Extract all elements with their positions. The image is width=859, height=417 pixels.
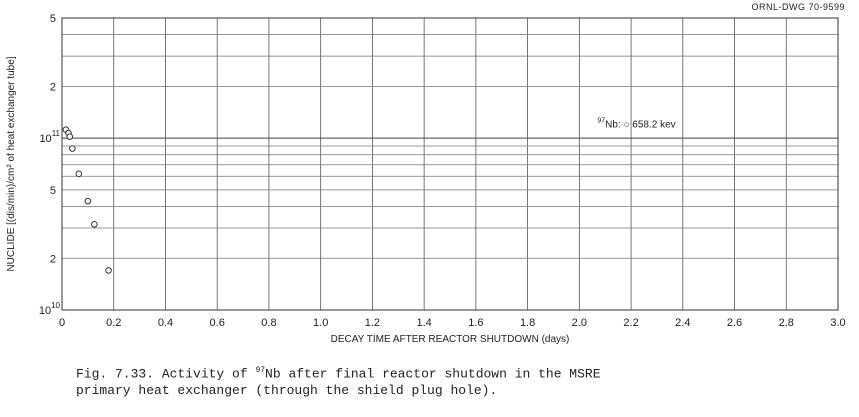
x-tick-label: 2.0 (572, 317, 587, 329)
x-axis-label: DECAY TIME AFTER REACTOR SHUTDOWN (days) (331, 334, 570, 345)
x-tick-label: 0 (59, 317, 65, 329)
y-tick-label: 1010 (39, 301, 61, 317)
plot-frame (61, 17, 839, 311)
x-tick-label: 2.4 (675, 317, 690, 329)
y-tick-label: 2 (50, 253, 56, 265)
x-tick-label: 2.2 (623, 317, 638, 329)
x-tick-label: 1.4 (416, 317, 431, 329)
data-point (75, 170, 83, 178)
caption-line-2: primary heat exchanger (through the shie… (76, 383, 498, 399)
data-points (62, 126, 112, 274)
x-tick-label: 0.2 (106, 317, 121, 329)
data-point (66, 133, 74, 140)
x-tick-label: 0.6 (210, 317, 225, 329)
data-point (91, 221, 98, 228)
y-tick-labels: 1010 2 5 1011 2 5 (39, 13, 61, 317)
y-axis-label: NUCLIDE [(dis/min)/cm² of heat exchanger… (6, 56, 17, 271)
x-tick-label: 1.2 (365, 317, 380, 329)
x-tick-label: 2.8 (779, 317, 794, 329)
y-tick-label: 5 (50, 185, 56, 197)
caption-isotope-mass: 97 (255, 366, 266, 375)
figure-caption: Fig. 7.33. Activity of 97Nb after final … (76, 362, 836, 399)
annotations: 97Nb: ○ 658.2 kev (597, 118, 675, 131)
y-tick-label: 5 (50, 13, 56, 25)
x-tick-label: 0.4 (158, 317, 173, 329)
y-tick-label: 1011 (39, 129, 60, 145)
x-tick-label: 3.0 (830, 317, 845, 329)
x-tick-label: 2.6 (727, 317, 742, 329)
x-tick-label: 0.8 (261, 317, 276, 329)
x-tick-label: 1.6 (468, 317, 483, 329)
data-point (69, 145, 76, 152)
series-annotation: 97Nb: ○ 658.2 kev (597, 118, 675, 131)
grid-lines (62, 18, 838, 310)
caption-isotope-symbol: Nb (265, 366, 281, 382)
drawing-number: ORNL-DWG 70-9599 (751, 2, 845, 12)
x-tick-label: 1.8 (520, 317, 535, 329)
x-tick-label: 1.0 (313, 317, 328, 329)
activity-chart: 0 0.2 0.4 0.6 0.8 1.0 1.2 1.4 1.6 1.8 2.0 2.2 2.4 2.6… (6, 13, 846, 345)
caption-rest: after final reactor shutdown in the MSRE (280, 366, 601, 382)
y-tick-label: 2 (50, 81, 56, 93)
caption-prefix: Fig. 7.33. Activity of (76, 366, 256, 382)
data-point (84, 197, 92, 205)
caption-line-1: Fig. 7.33. Activity of 97Nb after final … (76, 362, 836, 382)
x-tick-labels: 0 0.2 0.4 0.6 0.8 1.0 1.2 1.4 1.6 1.8 2.0 2.2 2.4 2.6… (59, 317, 846, 329)
data-point (105, 267, 112, 274)
